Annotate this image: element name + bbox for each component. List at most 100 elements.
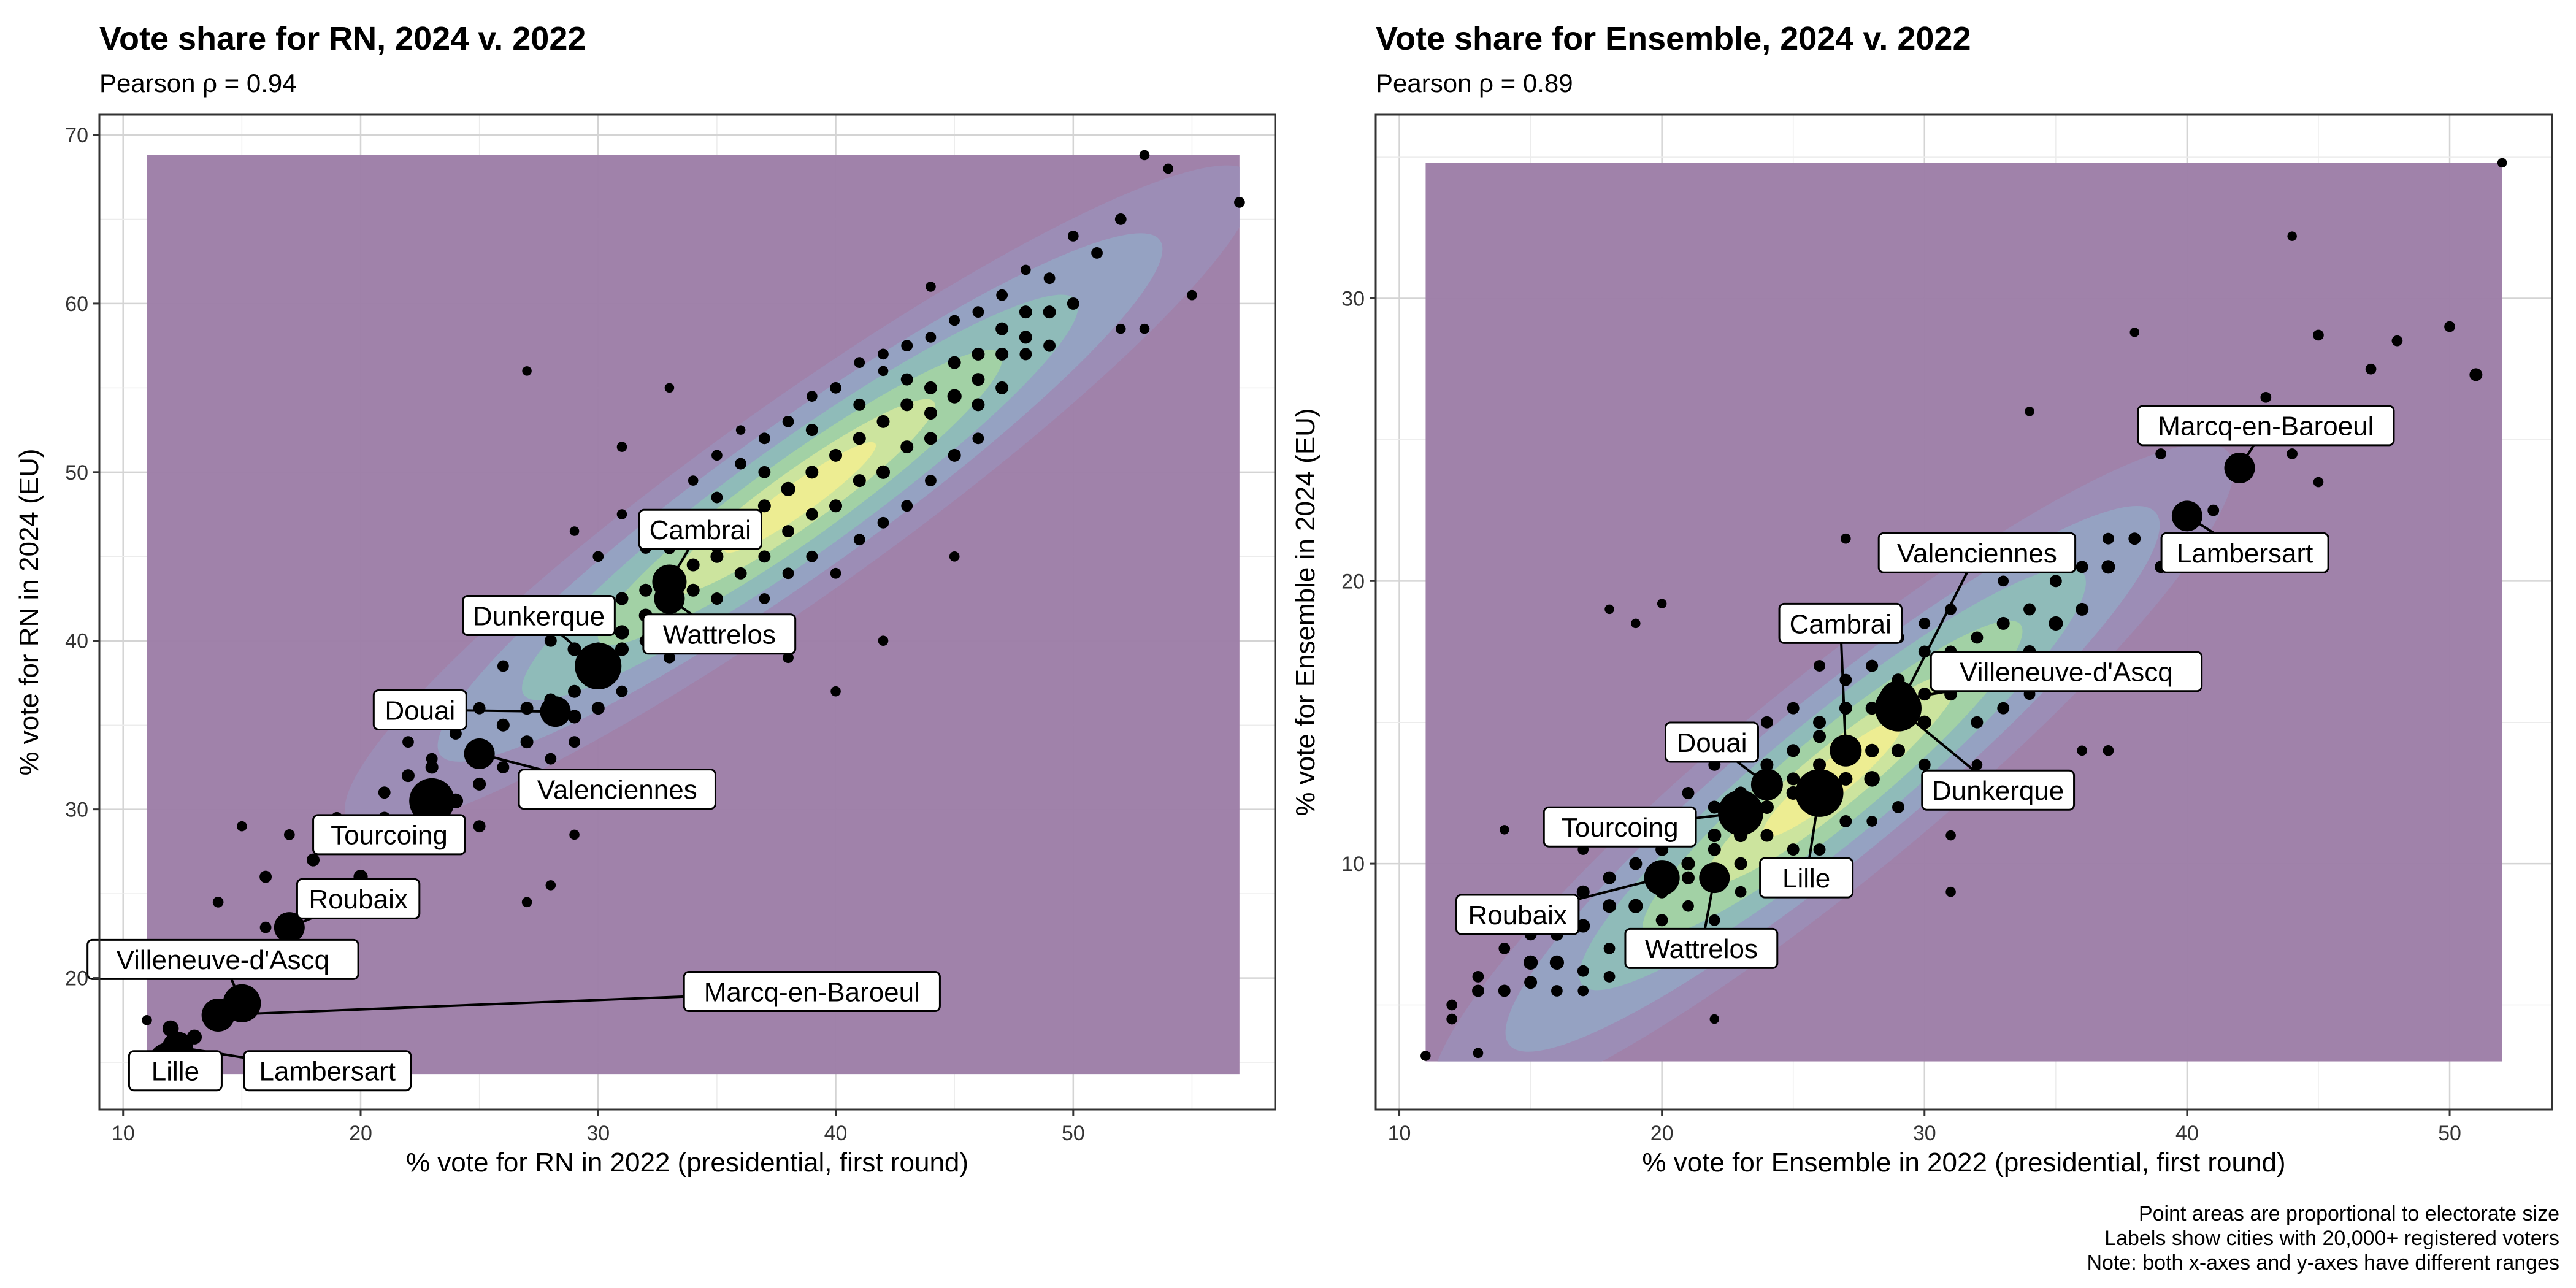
- rn-plot-frame: [98, 113, 1276, 1111]
- rn-data-point: [949, 315, 960, 326]
- caption-axes-note: Note: both x-axes and y-axes have differ…: [2087, 1251, 2560, 1275]
- rn-data-point: [1067, 231, 1079, 242]
- ensemble-data-point: [1919, 618, 1931, 629]
- ensemble-data-point: [1971, 716, 1984, 729]
- rn-data-point: [259, 921, 272, 933]
- rn-city-label: Marcq-en-Baroeul: [704, 977, 920, 1007]
- rn-data-point: [876, 465, 891, 479]
- ensemble-data-point: [2207, 504, 2220, 516]
- rn-data-point: [947, 389, 962, 404]
- ensemble-data-point: [1891, 743, 1906, 757]
- ensemble-data-point: [2365, 363, 2377, 375]
- rn-data-point: [805, 466, 819, 479]
- rn-data-point: [616, 685, 628, 697]
- rn-city-label: Wattrelos: [663, 620, 776, 650]
- rn-data-point: [734, 567, 747, 580]
- ensemble-city-label: Villeneuve-d'Ascq: [1960, 657, 2173, 688]
- rn-data-point: [972, 373, 985, 386]
- rn-label-box: [243, 1050, 412, 1092]
- rn-city-label: Lille: [151, 1057, 199, 1087]
- rn-data-point: [1019, 305, 1032, 319]
- ensemble-data-point: [1864, 771, 1880, 787]
- ensemble-chart-title: Vote share for Ensemble, 2024 v. 2022: [1376, 20, 1971, 57]
- rn-data-point: [212, 897, 224, 908]
- rn-data-point: [948, 448, 961, 462]
- rn-data-point: [1043, 339, 1056, 352]
- rn-data-point: [402, 736, 414, 748]
- rn-data-point: [806, 550, 818, 562]
- rn-data-point: [854, 357, 865, 368]
- rn-city-label: Lambersart: [259, 1057, 396, 1087]
- rn-data-point: [924, 407, 937, 420]
- rn-data-point: [926, 282, 936, 292]
- ensemble-data-point: [1945, 886, 1956, 897]
- rn-x-tick-label: 30: [586, 1122, 610, 1145]
- ensemble-data-point: [2287, 231, 2297, 241]
- rn-data-point: [497, 761, 510, 773]
- rn-data-point: [520, 735, 534, 749]
- rn-data-point: [878, 348, 889, 360]
- rn-data-point: [569, 526, 580, 536]
- rn-data-point: [521, 897, 532, 908]
- rn-data-point: [1234, 197, 1245, 208]
- rn-x-tick-label: 10: [112, 1122, 135, 1145]
- rn-data-point: [567, 710, 581, 724]
- ensemble-data-point: [1577, 985, 1589, 997]
- rn-data-point: [996, 289, 1008, 301]
- ensemble-data-point: [1498, 942, 1511, 954]
- ensemble-data-point: [2128, 532, 2141, 545]
- ensemble-data-point: [1551, 985, 1563, 997]
- rn-data-point: [545, 880, 556, 891]
- rn-label-box: [86, 938, 359, 980]
- rn-label-box: [518, 769, 716, 810]
- rn-data-point: [1043, 305, 1056, 319]
- ensemble-label-leader: [1897, 552, 1979, 709]
- ensemble-data-point: [1839, 815, 1852, 827]
- ensemble-data-point: [1787, 744, 1800, 757]
- rn-data-point: [758, 550, 771, 563]
- rn-city-label: Dunkerque: [473, 601, 605, 631]
- rn-data-point: [782, 567, 794, 580]
- ensemble-data-point: [2049, 575, 2062, 588]
- ensemble-data-point: [1681, 871, 1695, 884]
- rn-data-point: [972, 398, 985, 412]
- ensemble-axes: 10 20 30 40 50 10 20 30 % vote for Ensemble in 2…: [1290, 288, 2461, 1178]
- rn-x-axis-title: % vote for RN in 2022 (presidential, fir…: [406, 1148, 968, 1178]
- ensemble-label-box: [2160, 532, 2329, 573]
- ensemble-y-axis-title: % vote for Ensemble in 2024 (EU): [1290, 408, 1321, 816]
- ensemble-label-box: [1930, 651, 2203, 692]
- ensemble-data-point: [1446, 999, 1458, 1011]
- rn-data-point: [925, 475, 937, 486]
- ensemble-data-point: [1576, 885, 1590, 899]
- rn-data-point: [1043, 272, 1056, 285]
- ensemble-chart-subtitle: Pearson ρ = 0.89: [1376, 69, 1573, 98]
- rn-data-point: [900, 398, 914, 412]
- rn-data-point: [758, 466, 771, 478]
- ensemble-data-point: [1813, 730, 1827, 743]
- rn-x-tick-label: 20: [349, 1122, 372, 1145]
- rn-data-point: [569, 829, 580, 840]
- rn-label-box: [296, 878, 421, 919]
- rn-data-point: [664, 383, 675, 393]
- ensemble-data-point: [1813, 843, 1826, 856]
- ensemble-data-point: [1918, 758, 1931, 771]
- ensemble-data-point: [1735, 886, 1747, 898]
- ensemble-city-label: Dunkerque: [1932, 776, 2064, 806]
- ensemble-data-point: [1498, 984, 1511, 997]
- ensemble-city-label: Roubaix: [1468, 900, 1566, 930]
- ensemble-data-point: [1813, 758, 1827, 772]
- ensemble-data-point: [1787, 772, 1800, 786]
- rn-data-point: [688, 475, 699, 486]
- rn-data-point: [711, 491, 723, 504]
- ensemble-data-point: [1865, 743, 1879, 757]
- rn-data-point: [569, 736, 580, 748]
- rn-density: [147, 155, 1240, 1075]
- ensemble-data-point: [2077, 745, 2087, 756]
- rn-data-point: [1115, 323, 1126, 334]
- rn-data-point: [142, 1014, 152, 1025]
- ensemble-x-tick-label: 50: [2438, 1122, 2461, 1145]
- ensemble-data-point: [1971, 631, 1984, 644]
- ensemble-data-point: [1577, 965, 1589, 977]
- ensemble-data-point: [1420, 1051, 1431, 1061]
- ensemble-label-box: [1877, 532, 2077, 573]
